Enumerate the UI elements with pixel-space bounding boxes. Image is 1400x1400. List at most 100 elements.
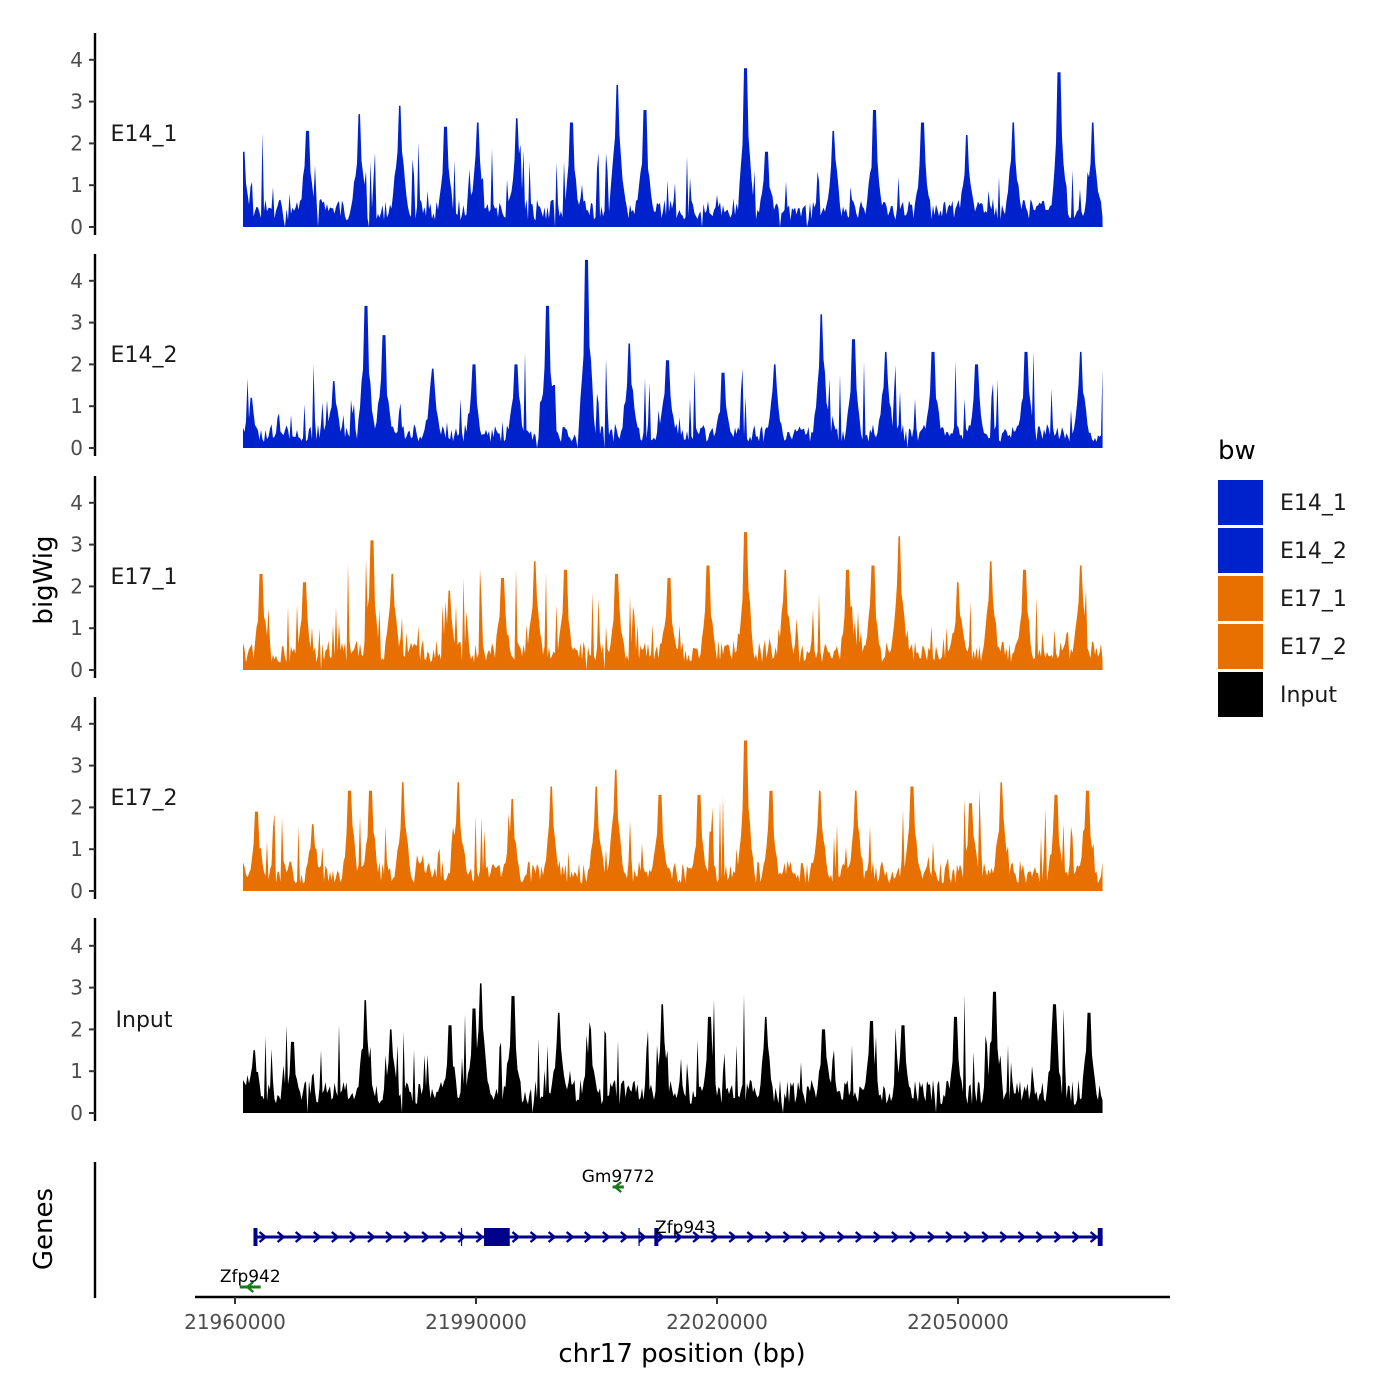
strand-chevron	[1053, 1231, 1063, 1243]
strand-chevron	[945, 1231, 954, 1243]
strand-chevron	[620, 1231, 629, 1243]
track-e14-2: 0 1 2 3 4 E14_2	[70, 254, 1103, 460]
strand-chevron	[312, 1231, 322, 1243]
track-e17-2: 0 1 2 3 4 E17_2	[70, 697, 1103, 903]
strand-chevron	[349, 1231, 358, 1243]
gene-zfp942: Zfp942	[220, 1267, 281, 1293]
y-tick-label: 2	[70, 1017, 83, 1041]
gene-gm9772: Gm9772	[582, 1167, 655, 1193]
legend-swatch	[1218, 576, 1263, 621]
legend-item-e14-2: E14_2	[1218, 528, 1347, 573]
signal-area-input	[243, 983, 1103, 1113]
strand-chevron	[475, 1231, 485, 1243]
strand-chevron	[800, 1231, 810, 1243]
gene-label: Zfp943	[655, 1218, 716, 1238]
gene-label: Zfp942	[220, 1267, 281, 1287]
strand-chevron	[547, 1231, 557, 1243]
strand-chevron	[836, 1231, 846, 1243]
legend-item-input: Input	[1218, 672, 1337, 717]
strand-chevron	[963, 1231, 972, 1243]
x-tick-label: 21960000	[184, 1310, 286, 1334]
legend-label: E14_2	[1280, 539, 1347, 564]
strand-chevron	[245, 1281, 255, 1293]
legend: bw E14_1 E14_2 E17_1 E17_2 Input	[1218, 436, 1347, 717]
strand-chevron	[981, 1231, 991, 1243]
y-tick-label: 0	[70, 1101, 83, 1125]
strand-chevron	[854, 1231, 864, 1243]
strand-chevron	[511, 1231, 521, 1243]
legend-label: E14_1	[1280, 491, 1347, 516]
strand-chevron	[276, 1231, 286, 1243]
y-tick-label: 3	[70, 311, 83, 335]
strand-chevron	[613, 1181, 622, 1193]
signal-area-e17-2	[243, 740, 1103, 891]
strand-chevron	[385, 1231, 394, 1243]
strand-chevron	[602, 1231, 611, 1243]
strand-chevron	[692, 1231, 701, 1243]
y-tick-label: 4	[70, 491, 83, 515]
track-label: E17_1	[111, 565, 178, 590]
y-tick-label: 4	[70, 269, 83, 293]
x-tick-label: 22020000	[666, 1310, 768, 1334]
strand-chevron	[782, 1231, 792, 1243]
exon	[1097, 1228, 1103, 1246]
strand-chevron	[746, 1231, 756, 1243]
signal-tracks: 0 1 2 3 4 E14_1 0 1 2 3 4 E14_2 0 1 2 3 4 E17_1 0 1 2 3 4 E17_2…	[70, 33, 1103, 1125]
strand-chevron	[873, 1231, 882, 1243]
strand-chevron	[999, 1231, 1009, 1243]
track-input: 0 1 2 3 4 Input	[70, 918, 1103, 1125]
strand-chevron	[403, 1231, 412, 1243]
y-tick-label: 0	[70, 879, 83, 903]
exon	[654, 1228, 659, 1246]
y-tick-label: 2	[70, 352, 83, 376]
y-tick-label: 1	[70, 394, 83, 418]
strand-chevron	[294, 1231, 304, 1243]
track-label: Input	[116, 1008, 173, 1033]
y-tick-label: 2	[70, 131, 83, 155]
x-axis-title: chr17 position (bp)	[558, 1339, 805, 1369]
strand-chevron	[1071, 1231, 1081, 1243]
y-tick-label: 2	[70, 795, 83, 819]
strand-chevron	[764, 1231, 774, 1243]
strand-chevron	[1017, 1231, 1027, 1243]
strand-chevron	[583, 1231, 593, 1243]
genes-panel: Zfp943 Gm9772 Zfp942	[93, 1162, 1103, 1298]
strand-chevron	[710, 1231, 720, 1243]
track-e14-1: 0 1 2 3 4 E14_1	[70, 33, 1103, 239]
strand-chevron	[457, 1231, 467, 1243]
strand-chevron	[258, 1231, 268, 1243]
y-tick-label: 1	[70, 616, 83, 640]
strand-chevron	[674, 1231, 683, 1243]
legend-item-e14-1: E14_1	[1218, 480, 1347, 525]
track-e17-1: 0 1 2 3 4 E17_1	[70, 476, 1103, 682]
genes-panel-title: Genes	[29, 1188, 59, 1270]
y-tick-label: 1	[70, 1059, 83, 1083]
legend-swatch	[1218, 480, 1263, 525]
signal-area-e14-1	[243, 68, 1103, 227]
gene-zfp943: Zfp943	[253, 1218, 1103, 1246]
y-tick-label: 2	[70, 574, 83, 598]
exon	[484, 1228, 510, 1246]
y-tick-label: 0	[70, 215, 83, 239]
strand-chevron	[728, 1231, 738, 1243]
legend-swatch	[1218, 624, 1263, 669]
exon	[253, 1228, 258, 1246]
x-tick-label: 22050000	[907, 1310, 1009, 1334]
track-label: E17_2	[111, 786, 178, 811]
legend-label: Input	[1280, 683, 1337, 708]
y-axis-title: bigWig	[29, 535, 59, 624]
signal-area-e14-2	[243, 259, 1103, 448]
y-tick-label: 4	[70, 712, 83, 736]
track-label: E14_1	[111, 122, 178, 147]
y-tick-label: 1	[70, 173, 83, 197]
legend-title: bw	[1218, 436, 1256, 466]
x-axis: 21960000 21990000 22020000 22050000	[184, 1295, 1170, 1334]
strand-chevron	[331, 1231, 340, 1243]
y-tick-label: 1	[70, 837, 83, 861]
y-tick-label: 3	[70, 533, 83, 557]
strand-chevron	[529, 1231, 539, 1243]
legend-swatch	[1218, 528, 1263, 573]
strand-chevron	[818, 1231, 828, 1243]
x-tick-label: 21990000	[425, 1310, 527, 1334]
